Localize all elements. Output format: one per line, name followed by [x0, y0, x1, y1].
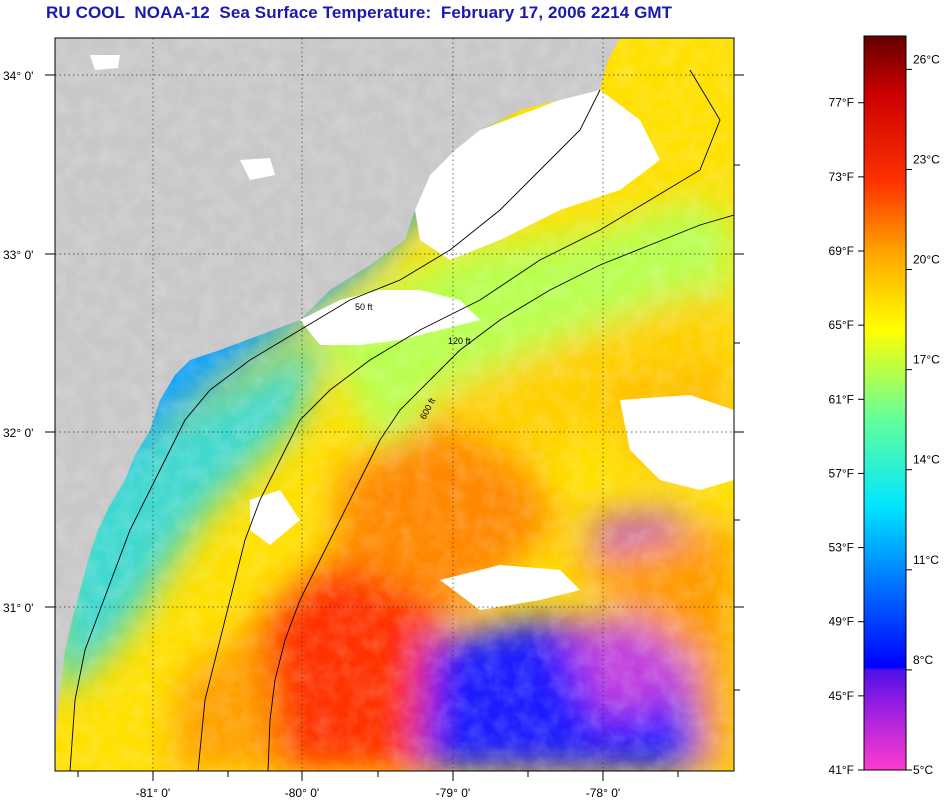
- colorbar-label-f: 77°F: [829, 96, 854, 110]
- graticule: [55, 38, 734, 771]
- colorbar-label-f: 69°F: [829, 244, 854, 258]
- colorbar-label-f: 53°F: [829, 541, 854, 555]
- colorbar-label-c: 14°C: [913, 453, 940, 467]
- colorbar-label-c: 8°C: [913, 653, 933, 667]
- speckle-overlay: [55, 38, 734, 771]
- bathymetry-contours: [69, 69, 734, 771]
- colorbar-label-f: 61°F: [829, 392, 854, 406]
- lat-label-32: 32° 0': [3, 426, 33, 440]
- colorbar-label-f: 73°F: [829, 170, 854, 184]
- colorbar-label-c: 17°C: [913, 353, 940, 367]
- map-frame: [54, 37, 735, 772]
- sst-map[interactable]: 50 ft 120 ft 600 ft 34° 0' 33° 0: [0, 0, 760, 801]
- contour-label-50: 50 ft: [355, 302, 373, 312]
- colorbar-label-c: 5°C: [913, 763, 933, 777]
- contour-50ft: [69, 89, 601, 771]
- lon-label-80: -80° 0': [285, 786, 319, 800]
- colorbar-gradient: [863, 35, 907, 771]
- lat-label-33: 33° 0': [3, 248, 33, 262]
- colorbar-label-c: 26°C: [913, 52, 940, 66]
- lat-label-34: 34° 0': [3, 69, 33, 83]
- lon-label-81: -81° 0': [136, 786, 170, 800]
- colorbar-label-f: 49°F: [829, 615, 854, 629]
- lat-label-31: 31° 0': [3, 601, 33, 615]
- colorbar-label-c: 23°C: [913, 152, 940, 166]
- lon-label-79: -79° 0': [436, 786, 470, 800]
- contour-label-120: 120 ft: [448, 336, 471, 346]
- lon-label-78: -78° 0': [586, 786, 620, 800]
- colorbar-label-f: 65°F: [829, 318, 854, 332]
- colorbar-label-c: 20°C: [913, 253, 940, 267]
- map-title: RU COOL NOAA-12 Sea Surface Temperature:…: [46, 3, 673, 22]
- colorbar-label-c: 11°C: [913, 553, 939, 567]
- frame-ticks: [45, 74, 744, 781]
- colorbar-label-f: 57°F: [829, 466, 854, 480]
- contour-120ft: [197, 69, 721, 771]
- contour-600ft: [267, 214, 734, 771]
- colorbar-label-f: 41°F: [829, 763, 854, 777]
- colorbar-label-f: 45°F: [829, 689, 854, 703]
